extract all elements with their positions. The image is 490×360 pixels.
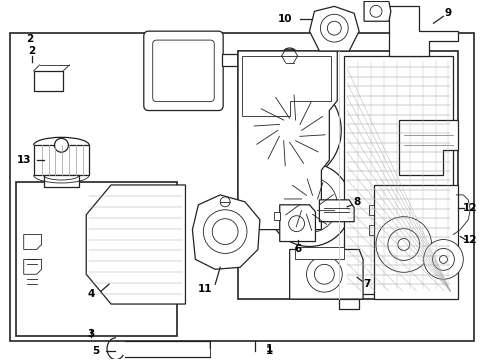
Polygon shape xyxy=(339,299,359,309)
Polygon shape xyxy=(238,51,458,299)
Circle shape xyxy=(212,219,238,244)
Polygon shape xyxy=(374,185,458,299)
Text: 8: 8 xyxy=(353,197,361,207)
Polygon shape xyxy=(389,6,458,56)
Text: 2: 2 xyxy=(28,46,35,56)
Circle shape xyxy=(424,239,464,279)
Circle shape xyxy=(370,5,382,17)
Circle shape xyxy=(433,248,454,270)
Circle shape xyxy=(203,210,247,253)
Text: 5: 5 xyxy=(93,346,100,356)
Polygon shape xyxy=(86,185,185,304)
Polygon shape xyxy=(280,205,316,242)
Text: 2: 2 xyxy=(26,34,33,44)
Polygon shape xyxy=(369,205,374,215)
Polygon shape xyxy=(369,225,374,235)
Circle shape xyxy=(327,21,341,35)
Circle shape xyxy=(252,93,327,168)
Polygon shape xyxy=(290,249,363,299)
Polygon shape xyxy=(310,6,359,51)
Circle shape xyxy=(307,256,342,292)
Text: 9: 9 xyxy=(445,8,452,18)
Polygon shape xyxy=(364,1,391,21)
Bar xyxy=(344,56,453,294)
Polygon shape xyxy=(274,212,280,220)
Circle shape xyxy=(388,229,419,260)
Circle shape xyxy=(282,177,337,233)
Text: 6: 6 xyxy=(294,244,301,255)
FancyBboxPatch shape xyxy=(153,40,214,102)
Text: 12: 12 xyxy=(463,234,477,244)
Circle shape xyxy=(282,48,297,64)
Polygon shape xyxy=(34,71,63,91)
Circle shape xyxy=(376,217,432,272)
Circle shape xyxy=(289,216,305,231)
Circle shape xyxy=(286,52,294,60)
Polygon shape xyxy=(265,54,276,70)
Text: 7: 7 xyxy=(364,279,371,289)
Text: 13: 13 xyxy=(17,155,31,165)
Circle shape xyxy=(449,234,457,242)
Polygon shape xyxy=(242,56,331,116)
Polygon shape xyxy=(294,247,344,260)
Circle shape xyxy=(238,79,341,182)
Text: 10: 10 xyxy=(277,14,292,24)
Polygon shape xyxy=(24,260,42,274)
Text: 3: 3 xyxy=(88,329,95,339)
Text: 12: 12 xyxy=(463,203,477,213)
Bar xyxy=(222,54,267,66)
Bar xyxy=(16,182,176,336)
Polygon shape xyxy=(297,66,316,76)
Polygon shape xyxy=(399,121,458,175)
Circle shape xyxy=(315,264,334,284)
Polygon shape xyxy=(319,200,354,222)
Text: 1: 1 xyxy=(266,346,273,356)
Circle shape xyxy=(280,121,299,140)
Polygon shape xyxy=(193,195,260,269)
Bar xyxy=(10,33,474,341)
Polygon shape xyxy=(24,235,42,249)
Polygon shape xyxy=(238,51,337,230)
Text: 1: 1 xyxy=(266,344,273,354)
Circle shape xyxy=(440,255,447,264)
Circle shape xyxy=(320,14,348,42)
Circle shape xyxy=(398,239,410,251)
Text: 11: 11 xyxy=(198,284,213,294)
Circle shape xyxy=(268,163,351,247)
Circle shape xyxy=(220,197,230,207)
Polygon shape xyxy=(34,145,89,175)
Text: 4: 4 xyxy=(88,289,95,299)
Circle shape xyxy=(301,197,318,213)
Polygon shape xyxy=(44,175,79,187)
FancyBboxPatch shape xyxy=(144,31,223,111)
Circle shape xyxy=(54,138,69,152)
